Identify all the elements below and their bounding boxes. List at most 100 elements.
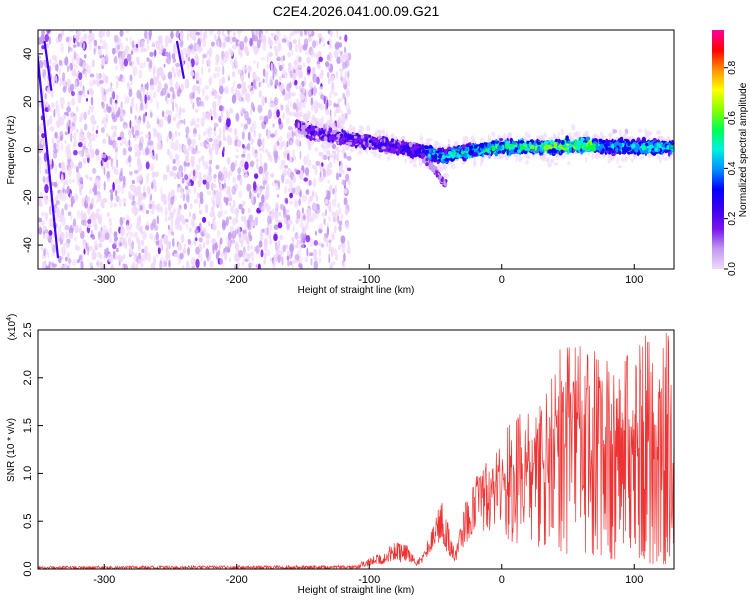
spectrogram-speckle — [197, 179, 202, 188]
spectrogram-speckle — [240, 74, 245, 83]
spectrogram-speckle — [316, 63, 321, 70]
spectrogram-speckle — [78, 72, 83, 81]
spectrogram-speckle — [140, 239, 145, 246]
spectrogram-speckle — [39, 192, 43, 197]
spectrogram-speckle — [257, 104, 263, 114]
spectrogram-speckle — [305, 189, 310, 195]
spectrogram-speckle — [240, 215, 244, 222]
spectrogram-speckle — [290, 252, 293, 257]
spectrogram-speckle — [117, 107, 121, 116]
spectrogram-speckle — [64, 203, 68, 211]
spectrogram-speckle — [44, 184, 49, 194]
spectrogram-halo-cell — [443, 165, 447, 171]
spectrogram-speckle — [346, 108, 352, 115]
spectrogram-speckle — [245, 170, 248, 179]
spectrogram-speckle — [179, 224, 183, 232]
spectrogram-speckle — [269, 238, 272, 246]
spectrogram-speckle — [129, 248, 133, 253]
spectrogram-speckle — [51, 244, 57, 254]
spectrogram-speckle — [323, 217, 326, 226]
spectrogram-speckle — [256, 187, 261, 197]
spectrogram-speckle — [123, 237, 127, 245]
spectrogram-speckle — [214, 244, 219, 249]
spectrogram-speckle — [327, 179, 330, 184]
spectrogram-speckle — [189, 43, 194, 49]
spectrogram-speckle — [339, 160, 344, 168]
spectrogram-speckle — [332, 150, 336, 155]
spectrogram-speckle — [102, 72, 105, 82]
spectrogram-speckle — [195, 164, 201, 171]
spectrogram-speckle — [145, 161, 150, 170]
spectrogram-speckle — [334, 109, 337, 117]
spectrogram-halo-cell — [503, 132, 506, 139]
spectrogram-speckle — [73, 34, 77, 39]
spectrogram-speckle — [327, 155, 330, 161]
spectrogram-speckle — [137, 119, 141, 125]
spectrogram-speckle — [293, 79, 298, 86]
spectrogram-halo-cell — [527, 132, 531, 140]
spectrogram-speckle — [167, 224, 170, 230]
spectrogram-speckle — [265, 30, 269, 34]
spectrogram-speckle — [85, 98, 89, 102]
spectrogram-speckle — [200, 155, 205, 161]
spectrogram-speckle — [164, 194, 167, 204]
spectrogram-speckle — [241, 207, 245, 215]
spectrogram-speckle — [292, 225, 295, 232]
spectrogram-speckle — [157, 119, 160, 125]
spectrogram-speckle — [337, 215, 340, 224]
spectrogram-speckle — [87, 206, 91, 215]
spectrogram-speckle — [344, 34, 348, 42]
spectrogram-speckle — [297, 239, 302, 244]
spectrogram-speckle — [343, 197, 348, 206]
spectrogram-speckle — [172, 102, 175, 112]
spectrogram-speckle — [121, 51, 126, 60]
spectrogram-halo-cell — [637, 128, 643, 133]
spectrogram-speckle — [279, 84, 284, 91]
spectrogram-speckle — [208, 159, 213, 165]
spectrogram-speckle — [250, 262, 255, 267]
spectrogram-speckle — [68, 232, 74, 239]
spectrogram-speckle — [93, 47, 96, 55]
spectrogram-speckle — [291, 130, 294, 138]
spectrogram-speckle — [198, 201, 201, 209]
spectrogram-speckle — [102, 87, 105, 94]
spectrogram-speckle — [265, 204, 271, 212]
spectrogram-speckle — [179, 32, 184, 41]
spectrogram-speckle — [235, 154, 239, 159]
spectrogram-speckle — [149, 163, 155, 172]
spectrogram-speckle — [324, 189, 328, 196]
spectrogram-speckle — [184, 174, 189, 181]
spectrogram-speckle — [272, 67, 278, 75]
spectrogram-speckle — [299, 84, 303, 92]
spectrogram-speckle — [286, 255, 290, 261]
spectrogram-speckle — [115, 169, 119, 176]
spectrogram-speckle — [110, 263, 114, 269]
spectrogram-speckle — [290, 101, 292, 108]
spectrogram-speckle — [282, 112, 285, 120]
spectrogram-speckle — [232, 176, 237, 184]
spectrogram-speckle — [82, 42, 86, 50]
spectrogram-speckle — [306, 214, 310, 224]
spectrogram-speckle — [318, 257, 322, 264]
spectrogram-speckle — [71, 201, 73, 208]
spectrogram-speckle — [73, 138, 78, 147]
spectrogram-speckle — [71, 69, 77, 77]
spectrogram-speckle — [113, 231, 118, 238]
spectrogram-speckle — [224, 85, 229, 95]
spectrogram-speckle — [89, 245, 92, 253]
spectrogram-speckle — [135, 43, 139, 49]
spectrogram-speckle — [276, 249, 281, 255]
spectrogram-speckle — [79, 151, 82, 157]
spectrogram-speckle — [59, 131, 64, 137]
spectrogram-speckle — [95, 72, 99, 80]
spectrogram-speckle — [167, 114, 172, 124]
spectrogram-speckle — [112, 141, 117, 149]
spectrogram-speckle — [151, 181, 154, 190]
spectrogram-speckle — [111, 162, 114, 170]
spectrogram-speckle — [249, 37, 253, 47]
spectrogram-speckle — [60, 43, 64, 54]
spectrogram-speckle — [312, 40, 317, 48]
spectrogram-speckle — [227, 127, 233, 133]
spectrogram-speckle — [239, 94, 242, 102]
spectrogram-speckle — [72, 259, 77, 267]
